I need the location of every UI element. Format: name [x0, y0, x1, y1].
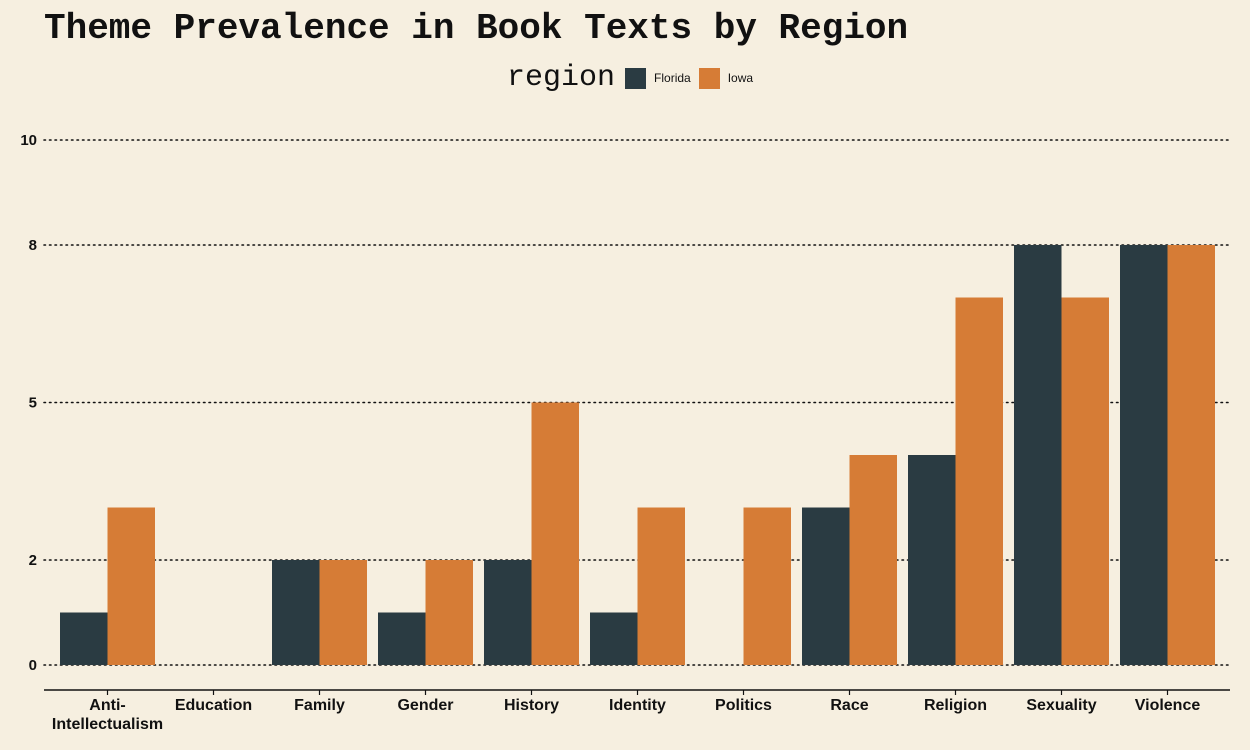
bar-iowa	[425, 560, 473, 665]
bar-florida	[484, 560, 532, 665]
x-tick-label: Violence	[1135, 697, 1201, 714]
x-tick-label: Family	[294, 697, 345, 714]
y-tick-label: 2	[29, 552, 37, 569]
legend-swatch-iowa	[698, 67, 720, 89]
x-tick-label: Gender	[397, 697, 453, 714]
bar-iowa	[1167, 245, 1215, 665]
bar-iowa	[955, 297, 1003, 665]
bar-iowa	[637, 507, 685, 665]
y-tick-label: 5	[29, 395, 37, 412]
legend-swatch-florida	[625, 67, 647, 89]
bar-iowa	[319, 560, 367, 665]
x-tick-label: Politics	[715, 697, 772, 714]
bar-iowa	[849, 455, 897, 665]
bar-florida	[60, 612, 108, 665]
x-tick-label: History	[504, 697, 559, 714]
y-tick-label: 8	[29, 237, 37, 254]
bar-iowa	[1061, 297, 1109, 665]
x-tick-label: Sexuality	[1026, 697, 1096, 714]
legend: region Florida Iowa	[507, 58, 761, 98]
bar-florida	[802, 507, 850, 665]
x-tick-label: Anti-Intellectualism	[52, 697, 163, 733]
legend-item-florida: Florida	[625, 67, 691, 89]
x-tick-label: Religion	[924, 697, 987, 714]
legend-label-iowa: Iowa	[727, 71, 754, 85]
y-tick-label: 0	[29, 657, 37, 674]
bar-iowa	[743, 507, 791, 665]
x-tick-label: Race	[830, 697, 868, 714]
bar-florida	[1014, 245, 1062, 665]
bar-florida	[1120, 245, 1168, 665]
legend-title: region	[507, 61, 616, 95]
y-tick-label: 10	[20, 132, 37, 149]
bar-florida	[908, 455, 956, 665]
bar-florida	[378, 612, 426, 665]
bar-florida	[590, 612, 638, 665]
x-tick-label: Education	[175, 697, 252, 714]
x-tick-label: Identity	[609, 697, 666, 714]
bar-iowa	[531, 402, 579, 665]
bar-florida	[272, 560, 320, 665]
chart-title: Theme Prevalence in Book Texts by Region	[44, 8, 909, 49]
legend-label-florida: Florida	[654, 71, 691, 85]
bar-iowa	[107, 507, 155, 665]
legend-item-iowa: Iowa	[698, 67, 754, 89]
